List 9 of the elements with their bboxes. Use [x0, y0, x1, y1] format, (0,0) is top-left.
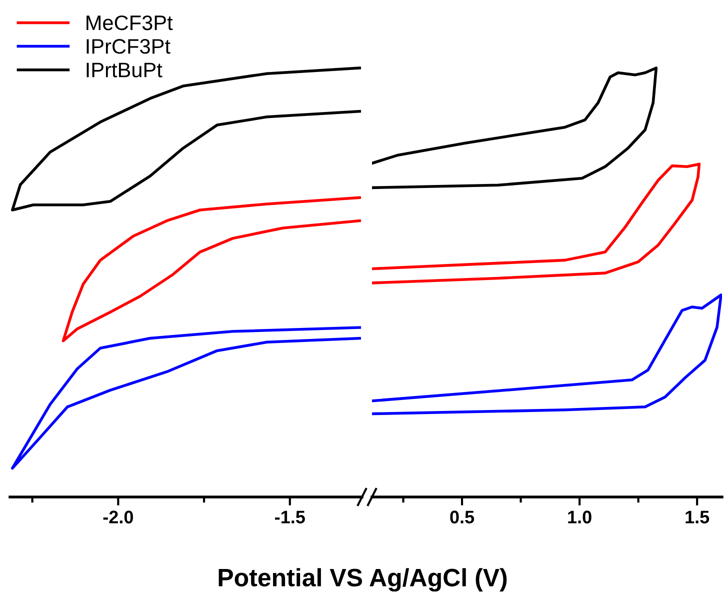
legend-label: IPrCF3Pt — [86, 39, 170, 54]
x-tick-label: 1.0 — [568, 510, 592, 524]
x-axis-title: Potential VS Ag/AgCl (V) — [218, 568, 507, 592]
legend-label: MeCF3Pt — [86, 15, 173, 30]
x-tick-label: -2.0 — [103, 510, 133, 524]
legend-label: IPrtBuPt — [86, 62, 162, 78]
x-tick-label: 1.5 — [686, 510, 710, 524]
x-tick-label: -1.5 — [275, 510, 305, 524]
x-tick-label: 0.5 — [450, 510, 474, 524]
